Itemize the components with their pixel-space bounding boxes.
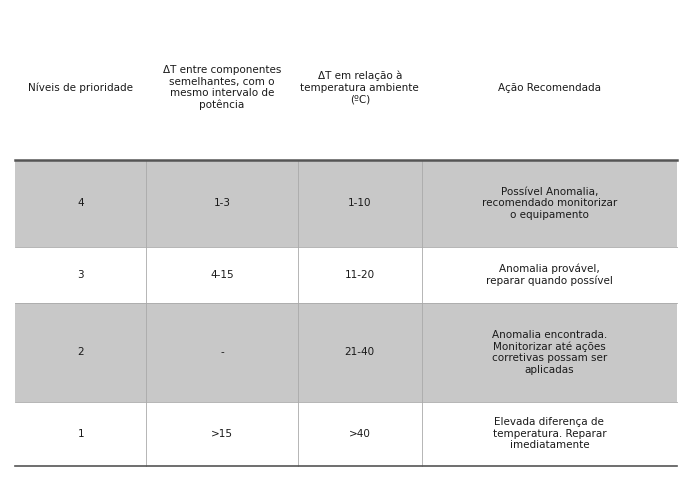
Text: Ação Recomendada: Ação Recomendada — [498, 82, 601, 93]
Text: 21-40: 21-40 — [345, 347, 375, 357]
Text: Possível Anomalia,
recomendado monitorizar
o equipamento: Possível Anomalia, recomendado monitoriz… — [482, 187, 617, 220]
Bar — [15, 303, 677, 402]
Text: ΔT entre componentes
semelhantes, com o
mesmo intervalo de
potência: ΔT entre componentes semelhantes, com o … — [163, 65, 281, 110]
Text: ΔT em relação à
temperatura ambiente
(ºC): ΔT em relação à temperatura ambiente (ºC… — [300, 71, 419, 105]
Text: Níveis de prioridade: Níveis de prioridade — [28, 82, 133, 93]
Bar — [15, 160, 677, 247]
Text: Elevada diferença de
temperatura. Reparar
imediatamente: Elevada diferença de temperatura. Repara… — [493, 417, 606, 451]
Text: 4: 4 — [78, 198, 84, 208]
Text: 1-10: 1-10 — [348, 198, 372, 208]
Text: 3: 3 — [78, 270, 84, 280]
Text: 1-3: 1-3 — [213, 198, 230, 208]
Text: 1: 1 — [78, 429, 84, 439]
Text: 4-15: 4-15 — [210, 270, 234, 280]
Text: 2: 2 — [78, 347, 84, 357]
Text: >15: >15 — [211, 429, 233, 439]
Text: Anomalia encontrada.
Monitorizar até ações
corretivas possam ser
aplicadas: Anomalia encontrada. Monitorizar até açõ… — [492, 330, 607, 375]
Text: >40: >40 — [349, 429, 371, 439]
Text: -: - — [220, 347, 224, 357]
Text: Anomalia provável,
reparar quando possível: Anomalia provável, reparar quando possív… — [486, 264, 612, 286]
Text: 11-20: 11-20 — [345, 270, 375, 280]
